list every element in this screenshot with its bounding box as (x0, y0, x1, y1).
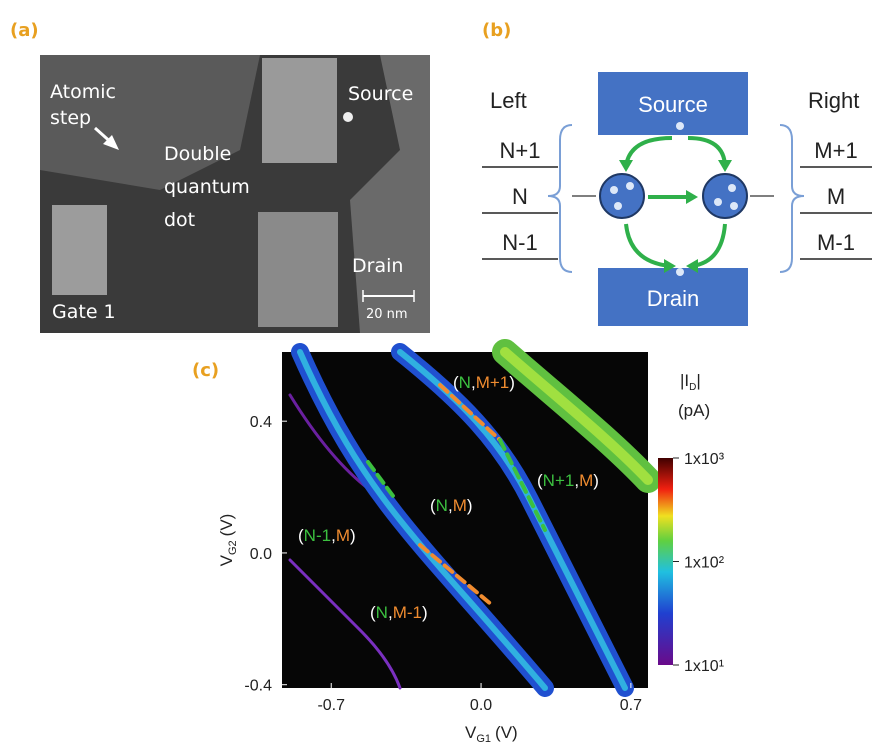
level-label: N (512, 184, 528, 209)
x-tick-label: 0.7 (620, 697, 642, 714)
scale-bar-label: 20 nm (366, 307, 408, 322)
column-title: Left (490, 88, 527, 113)
colorbar-unit: (pA) (678, 401, 710, 420)
state-label: (N,M+1) (453, 373, 515, 392)
annotation: Gate 1 (52, 301, 116, 323)
level-label: N-1 (502, 230, 537, 255)
panel-label: (a) (10, 20, 39, 41)
annotation: Double (164, 143, 231, 165)
level-label: M-1 (817, 230, 855, 255)
x-tick-label: -0.7 (317, 697, 345, 714)
level-label: M (827, 184, 845, 209)
y-axis-label: VG2(V) (217, 514, 239, 567)
y-tick-label: -0.4 (244, 678, 272, 695)
annotation: dot (164, 209, 195, 231)
colorbar-tick-label: 1x10¹ (684, 658, 724, 675)
y-tick-label: 0.4 (250, 414, 272, 431)
x-axis-label: VG1 (V) (465, 723, 518, 744)
state-label: (N+1,M) (537, 471, 599, 490)
stm-image (40, 55, 430, 333)
column-title: Right (808, 88, 859, 113)
panel-label: (b) (482, 20, 511, 41)
current-map (282, 339, 673, 697)
annotation: Drain (352, 255, 403, 277)
panel-label: (c) (192, 360, 219, 381)
state-label: (N,M) (430, 496, 473, 515)
box-label: Source (638, 92, 708, 117)
annotation: Source (348, 83, 413, 105)
colorbar-tick-label: 1x10² (684, 555, 725, 572)
level-label: M+1 (814, 138, 857, 163)
state-label: (N-1,M) (298, 526, 356, 545)
annotation: Atomic (50, 81, 116, 103)
annotation: quantum (164, 176, 250, 198)
colorbar-label: |ID| (680, 371, 701, 393)
colorbar-tick-label: 1x10³ (684, 451, 725, 468)
state-label: (N,M-1) (370, 603, 428, 622)
x-tick-label: 0.0 (470, 697, 492, 714)
annotation: step (50, 107, 91, 129)
y-tick-label: 0.0 (250, 546, 272, 563)
level-label: N+1 (500, 138, 541, 163)
schematic (482, 72, 872, 326)
box-label: Drain (647, 286, 700, 311)
